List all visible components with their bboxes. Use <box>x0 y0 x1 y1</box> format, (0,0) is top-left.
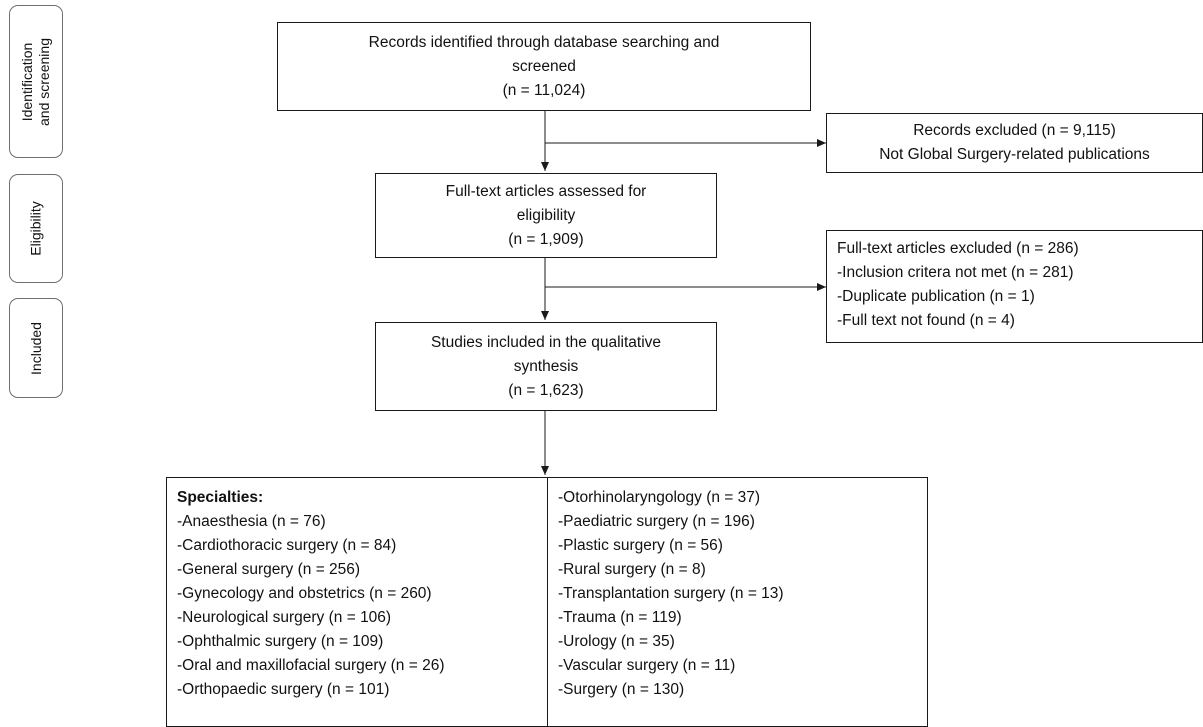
stage-eligibility: Eligibility <box>9 174 63 283</box>
specialty-item: -Orthopaedic surgery (n = 101) <box>177 681 390 698</box>
stage-identification: Identification and screening <box>9 5 63 158</box>
fulltext-excluded-reason: -Inclusion critera not met (n = 281) <box>837 264 1074 281</box>
studies-included-count: (n = 1,623) <box>508 381 584 399</box>
specialty-item: -Urology (n = 35) <box>558 633 675 650</box>
specialty-item: -Neurological surgery (n = 106) <box>177 609 392 626</box>
fulltext-assessed-line: eligibility <box>516 206 576 224</box>
records-excluded-reason: Not Global Surgery-related publications <box>879 146 1150 163</box>
specialty-item: -Trauma (n = 119) <box>558 609 682 626</box>
specialty-item: -Rural surgery (n = 8) <box>558 561 706 578</box>
records-identified-box: Records identified through database sear… <box>277 22 811 111</box>
specialty-item: -Otorhinolaryngology (n = 37) <box>558 489 761 506</box>
specialties-box: Specialties: -Anaesthesia (n = 76) -Card… <box>166 477 928 727</box>
records-excluded-box: Records excluded (n = 9,115) Not Global … <box>826 113 1203 173</box>
fulltext-excluded-reason: -Duplicate publication (n = 1) <box>837 288 1035 305</box>
records-excluded-count: Records excluded (n = 9,115) <box>913 122 1116 139</box>
specialty-item: -Paediatric surgery (n = 196) <box>558 513 755 530</box>
specialties-left-column: Specialties: -Anaesthesia (n = 76) -Card… <box>177 486 444 702</box>
specialties-divider <box>547 478 548 726</box>
specialty-item: -Transplantation surgery (n = 13) <box>558 585 784 602</box>
records-identified-count: (n = 11,024) <box>502 81 586 99</box>
fulltext-excluded-reason: -Full text not found (n = 4) <box>837 312 1015 329</box>
stage-included: Included <box>9 298 63 398</box>
records-identified-line: Records identified through database sear… <box>368 33 720 51</box>
fulltext-excluded-box: Full-text articles excluded (n = 286) -I… <box>826 230 1203 343</box>
studies-included-line: synthesis <box>513 357 579 375</box>
specialty-item: -Surgery (n = 130) <box>558 681 685 698</box>
specialty-item: -Plastic surgery (n = 56) <box>558 537 723 554</box>
specialty-item: -Vascular surgery (n = 11) <box>558 657 736 674</box>
specialty-item: -General surgery (n = 256) <box>177 561 361 578</box>
specialty-item: -Oral and maxillofacial surgery (n = 26) <box>177 657 445 674</box>
studies-included-box: Studies included in the qualitative synt… <box>375 322 717 411</box>
studies-included-line: Studies included in the qualitative <box>430 333 662 351</box>
fulltext-assessed-box: Full-text articles assessed for eligibil… <box>375 173 717 258</box>
specialty-item: -Gynecology and obstetrics (n = 260) <box>177 585 432 602</box>
specialty-item: -Cardiothoracic surgery (n = 84) <box>177 537 397 554</box>
specialties-right-column: -Otorhinolaryngology (n = 37) -Paediatri… <box>558 486 784 702</box>
fulltext-assessed-count: (n = 1,909) <box>508 230 584 248</box>
specialty-item: -Ophthalmic surgery (n = 109) <box>177 633 384 650</box>
records-identified-line: screened <box>512 57 576 75</box>
fulltext-excluded-count: Full-text articles excluded (n = 286) <box>837 240 1079 257</box>
fulltext-assessed-line: Full-text articles assessed for <box>445 182 647 200</box>
specialty-item: -Anaesthesia (n = 76) <box>177 513 326 530</box>
specialties-title: Specialties: <box>177 489 264 506</box>
